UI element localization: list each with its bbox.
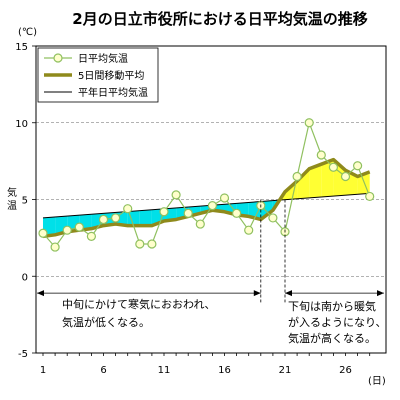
right-annotation-line1: 下旬は南から暖気 bbox=[288, 299, 376, 313]
below-normal-fill bbox=[127, 210, 140, 226]
daily-temperature-point bbox=[219, 193, 230, 203]
y-axis-label: 気温 bbox=[7, 186, 17, 212]
daily-temperature-point bbox=[147, 239, 157, 249]
right-annotation-line2: が入るようになり、 bbox=[288, 315, 387, 329]
legend-label-normal: 平年日平均気温 bbox=[78, 86, 148, 99]
series-lines bbox=[42, 120, 371, 249]
x-tick-label: 26 bbox=[339, 365, 352, 376]
legend: 日平均気温 5日間移動平均 平年日平均気温 bbox=[37, 47, 159, 103]
daily-temperature-point bbox=[98, 214, 109, 225]
left-arrowhead-start bbox=[37, 290, 44, 297]
y-axis-label-char: 気 bbox=[7, 186, 17, 199]
right-arrowhead-start bbox=[285, 290, 292, 297]
x-tick-label: 16 bbox=[218, 365, 231, 376]
y-tick-label: 15 bbox=[15, 42, 28, 53]
daily-temperature-point bbox=[268, 213, 278, 223]
y-tick-label: -5 bbox=[18, 349, 28, 360]
legend-marker-daily bbox=[53, 53, 63, 63]
daily-temperature-point bbox=[135, 239, 145, 249]
right-arrowhead-end bbox=[377, 290, 384, 297]
daily-temperature-point bbox=[304, 118, 314, 128]
y-axis-label-char: 温 bbox=[7, 200, 17, 212]
x-unit-label: (日) bbox=[368, 376, 386, 387]
plot-frame bbox=[35, 45, 387, 354]
daily-temperature-point bbox=[244, 225, 254, 235]
daily-temperature-point bbox=[123, 204, 133, 214]
daily-temperature-point bbox=[340, 171, 351, 182]
daily-temperature-point bbox=[195, 219, 205, 229]
daily-temperature-point bbox=[207, 201, 217, 211]
legend-label-moving-average: 5日間移動平均 bbox=[78, 69, 144, 82]
legend-label-daily: 日平均気温 bbox=[78, 52, 128, 65]
daily-temperature-point bbox=[316, 150, 326, 160]
above-normal-fill bbox=[297, 168, 310, 199]
daily-temperature-point bbox=[86, 231, 97, 241]
x-tick-label: 6 bbox=[100, 365, 106, 376]
daily-temperature-line bbox=[42, 120, 371, 249]
left-annotation-line1: 中旬にかけて寒気におおわれ、 bbox=[62, 297, 216, 311]
y-tick-label: 5 bbox=[22, 196, 28, 207]
above-normal-fill bbox=[309, 164, 322, 198]
normal-temperature-line bbox=[42, 192, 370, 219]
daily-temperature-point bbox=[365, 191, 375, 202]
daily-temperature-point bbox=[353, 161, 363, 171]
annotations: 中旬にかけて寒気におおわれ、 気温が低くなる。 下旬は南から暖気 が入るようにな… bbox=[37, 199, 387, 345]
daily-temperature-point bbox=[292, 171, 302, 182]
x-tick-label: 1 bbox=[40, 365, 46, 376]
daily-temperature-point bbox=[74, 222, 84, 232]
daily-temperature-point bbox=[183, 208, 193, 218]
daily-temperature-point bbox=[110, 213, 121, 223]
left-arrowhead-end bbox=[253, 290, 261, 297]
grid-lines bbox=[36, 122, 386, 277]
x-tick-label: 11 bbox=[158, 365, 171, 376]
daily-temperature-point bbox=[50, 242, 60, 252]
daily-temperature-point bbox=[62, 225, 72, 235]
daily-temperature-point bbox=[171, 190, 181, 200]
y-unit-label: (℃) bbox=[18, 27, 37, 38]
y-tick-label: 0 bbox=[22, 272, 28, 283]
daily-temperature-point bbox=[159, 207, 169, 217]
daily-temperature-point bbox=[38, 228, 48, 238]
right-annotation-line3: 気温が高くなる。 bbox=[288, 331, 376, 345]
x-tick-label: 21 bbox=[279, 365, 292, 376]
below-normal-fill bbox=[139, 209, 152, 226]
left-annotation-line2: 気温が低くなる。 bbox=[62, 315, 150, 329]
chart-title: 2月の日立市役所における日平均気温の推移 bbox=[72, 10, 367, 28]
data-points bbox=[38, 118, 375, 252]
deviation-fills bbox=[43, 159, 370, 237]
daily-temperature-point bbox=[232, 208, 242, 218]
daily-temperature-point bbox=[328, 162, 338, 172]
y-tick-label: 10 bbox=[15, 119, 28, 130]
